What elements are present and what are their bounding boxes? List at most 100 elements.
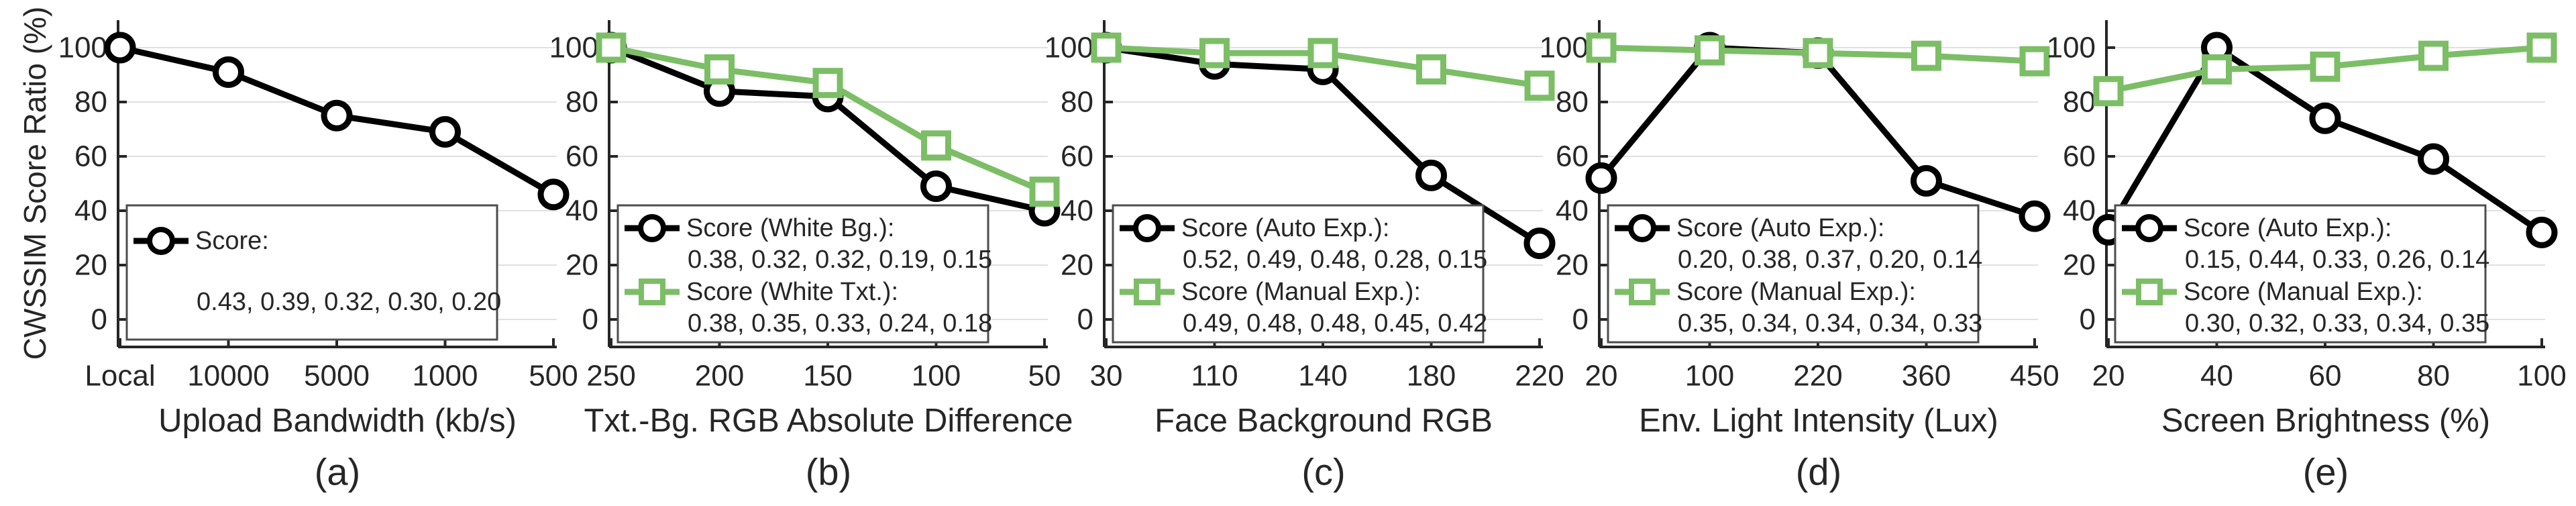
chart-a-xlabel: Upload Bandwidth (kb/s) [158, 403, 517, 439]
chart-e-y-tick-label-20: 20 [2063, 249, 2096, 282]
chart-d-marker-score-manual-exp-1 [1695, 35, 1725, 66]
chart-d-y-tick-label-40: 40 [1556, 195, 1589, 227]
chart-a-y-tick-label-40: 40 [74, 195, 107, 227]
chart-c-legend-marker-score-manual-exp [1134, 279, 1161, 305]
chart-e-marker-score-auto-exp-4 [2526, 216, 2558, 248]
chart-c-legend: Score (Auto Exp.): 0.52, 0.49, 0.48, 0.28… [1112, 204, 1487, 344]
chart-c-caption: (c) [1301, 451, 1345, 493]
chart-e-legend-values-score-auto-exp: 0.15, 0.44, 0.33, 0.26, 0.14 [2185, 246, 2489, 274]
chart-d-y-tick-label-100: 100 [1540, 32, 1589, 64]
chart-a-x-tick-label-1: 10000 [187, 360, 269, 393]
chart-e-legend: Score (Auto Exp.): 0.15, 0.44, 0.33, 0.26… [2114, 204, 2489, 344]
chart-d-y-tick-label-20: 20 [1556, 249, 1589, 282]
chart-b-y-tick-label-80: 80 [566, 86, 598, 119]
chart-e-marker-score-manual-exp-4 [2526, 32, 2557, 63]
chart-d-legend-marker-score-manual-exp [1629, 279, 1656, 305]
chart-c-legend-label-score-auto-exp: Score (Auto Exp.): [1181, 214, 1389, 242]
chart-c-x-tick-label-3: 180 [1407, 360, 1456, 393]
chart-a-marker-score-3 [429, 116, 461, 148]
chart-b-series-score-white-txt [596, 32, 1060, 207]
chart-c-y-tick-label-100: 100 [1044, 32, 1093, 64]
chart-d-y-tick-label-60: 60 [1556, 140, 1589, 173]
chart-b-y-tick-label-40: 40 [566, 195, 598, 227]
chart-e-marker-score-auto-exp-2 [2309, 102, 2341, 134]
chart-c-legend-marker-score-auto-exp [1133, 214, 1161, 242]
chart-c-marker-score-manual-exp-1 [1199, 38, 1230, 68]
chart-a-legend-values-score: 0.43, 0.39, 0.32, 0.30, 0.20 [197, 288, 501, 316]
chart-d-x-tick-label-4: 450 [2010, 360, 2059, 393]
chart-e-xlabel: Screen Brightness (%) [2161, 403, 2490, 439]
chart-a-y-tick-label-100: 100 [58, 32, 107, 64]
chart-b-marker-score-white-txt-1 [704, 54, 735, 85]
chart-b-y-tick-label-20: 20 [566, 249, 598, 282]
chart-e-legend-label-score-manual-exp: Score (Manual Exp.): [2184, 278, 2423, 306]
chart-e-y-tick-label-0: 0 [2080, 303, 2096, 336]
chart-e-marker-score-manual-exp-0 [2093, 76, 2124, 107]
chart-a-x-tick-label-3: 1000 [413, 360, 478, 393]
chart-d-x-tick-label-0: 20 [1585, 360, 1618, 393]
chart-b-legend-label-score-white-txt: Score (White Txt.): [686, 278, 898, 306]
chart-d-marker-score-manual-exp-4 [2019, 46, 2050, 77]
chart-c-y-tick-label-60: 60 [1061, 140, 1093, 173]
chart-b-y-tick-label-60: 60 [566, 140, 598, 173]
chart-b-y-tick-label-0: 0 [582, 303, 598, 336]
chart-b-x-tick-label-1: 200 [695, 360, 744, 393]
chart-e-x-tick-label-1: 40 [2200, 360, 2233, 393]
chart-c-y-tick-label-20: 20 [1061, 249, 1093, 282]
chart-c-legend-label-score-manual-exp: Score (Manual Exp.): [1181, 278, 1421, 306]
chart-c-legend-values-score-auto-exp: 0.52, 0.49, 0.48, 0.28, 0.15 [1183, 246, 1487, 274]
chart-e-series-score-manual-exp [2093, 32, 2557, 107]
chart-d-legend-label-score-auto-exp: Score (Auto Exp.): [1676, 214, 1884, 242]
chart-b-legend-label-score-white-bg: Score (White Bg.): [686, 214, 894, 242]
chart-c-series-score-manual-exp [1091, 32, 1555, 101]
chart-b-legend: Score (White Bg.): 0.38, 0.32, 0.32, 0.19… [616, 204, 992, 344]
chart-a-marker-score-0 [104, 32, 136, 64]
chart-e-marker-score-manual-exp-1 [2202, 54, 2232, 85]
chart-d-y-tick-label-0: 0 [1572, 303, 1589, 336]
chart-b-legend-marker-score-white-bg [638, 214, 666, 242]
chart-e-caption: (e) [2303, 451, 2349, 493]
chart-c-x-tick-label-2: 140 [1298, 360, 1347, 393]
chart-a-legend-box [125, 204, 498, 341]
chart-a-y-tick-label-60: 60 [74, 140, 107, 173]
chart-e-marker-score-auto-exp-3 [2418, 143, 2449, 175]
chart-b-legend-marker-score-white-txt [639, 279, 665, 305]
chart-a-caption: (a) [315, 451, 360, 493]
chart-e-legend-marker-score-auto-exp [2135, 214, 2163, 242]
chart-c-y-tick-label-80: 80 [1061, 86, 1093, 119]
chart-b-xlabel: Txt.-Bg. RGB Absolute Difference [584, 403, 1073, 439]
chart-e-x-tick-label-4: 100 [2517, 360, 2566, 393]
chart-a-x-tick-label-4: 500 [529, 360, 578, 393]
chart-d-y-tick-label-80: 80 [1556, 86, 1589, 119]
y-axis-label: CWSSIM Score Ratio (%) [17, 7, 52, 360]
chart-d-marker-score-auto-exp-0 [1585, 162, 1617, 194]
chart-c-marker-score-manual-exp-0 [1091, 32, 1122, 63]
chart-e-y-tick-label-60: 60 [2063, 140, 2096, 173]
chart-b-x-tick-label-3: 100 [912, 360, 961, 393]
chart-c-x-tick-label-4: 220 [1515, 360, 1564, 393]
chart-b-caption: (b) [806, 451, 851, 493]
chart-b-marker-score-white-bg-3 [920, 170, 952, 203]
chart-d-x-tick-label-2: 220 [1793, 360, 1842, 393]
chart-d-marker-score-auto-exp-4 [2019, 200, 2051, 232]
chart-d-legend: Score (Auto Exp.): 0.20, 0.38, 0.37, 0.20… [1607, 204, 1982, 344]
chart-e-y-tick-label-40: 40 [2063, 195, 2096, 227]
chart-c-y-tick-label-40: 40 [1061, 195, 1093, 227]
chart-b-legend-values-score-white-bg: 0.38, 0.32, 0.32, 0.19, 0.15 [688, 246, 992, 274]
chart-b-x-tick-label-4: 50 [1028, 360, 1061, 393]
chart-b-x-tick-label-0: 250 [586, 360, 635, 393]
subplot-d: 0 20 40 60 80 100 20 100 220 360 450 Env. Light Int… [1540, 20, 2059, 493]
chart-b-legend-values-score-white-txt: 0.38, 0.35, 0.33, 0.24, 0.18 [688, 309, 992, 338]
chart-a-legend-marker-score [147, 227, 175, 255]
chart-c-legend-values-score-manual-exp: 0.49, 0.48, 0.48, 0.45, 0.42 [1183, 309, 1487, 338]
chart-d-marker-score-manual-exp-3 [1911, 40, 1941, 71]
chart-e-legend-values-score-manual-exp: 0.30, 0.32, 0.33, 0.34, 0.35 [2185, 309, 2489, 338]
chart-e-marker-score-manual-exp-2 [2310, 51, 2341, 82]
chart-a-series-score [104, 32, 570, 211]
chart-a-x-tick-label-0: Local [85, 360, 155, 393]
chart-d-legend-marker-score-auto-exp [1628, 214, 1656, 242]
chart-a-legend: Score: 0.43, 0.39, 0.32, 0.30, 0.20 [125, 204, 501, 341]
chart-c-x-tick-label-1: 110 [1191, 360, 1238, 393]
subplot-c: 0 20 40 60 80 100 30 110 140 180 220 Face Backgroun… [1044, 20, 1564, 493]
